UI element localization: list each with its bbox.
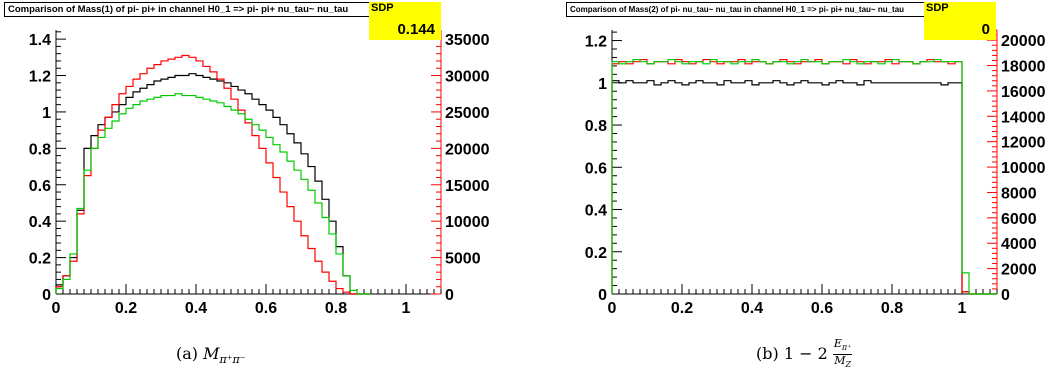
chart-b-series-1-line xyxy=(611,58,997,295)
chart-b-sdp-label: SDP xyxy=(926,2,949,14)
chart-a-caption-sub: π⁺π⁻ xyxy=(219,353,246,367)
chart-a-sdp-label: SDP xyxy=(371,2,394,14)
chart-b-y-tick-label: 0.2 xyxy=(585,245,607,262)
chart-b-caption: (b) 1 − 2 Eπ⁺ MZ xyxy=(756,337,853,371)
chart-b-caption-den: M xyxy=(834,354,846,368)
chart-b-caption-num-sub: π⁺ xyxy=(841,343,852,353)
chart-b-y2-tick-label: 16000 xyxy=(1001,84,1046,101)
chart-b-x-tick-label: 0.4 xyxy=(741,300,763,317)
chart-a-x-tick-label: 0.2 xyxy=(115,300,137,317)
chart-a-x-tick-label: 0.8 xyxy=(325,300,347,317)
chart-a-y2-tick-label: 30000 xyxy=(445,69,490,86)
chart-b-y2-tick-label: 18000 xyxy=(1001,59,1046,76)
chart-b-y-tick-label: 0.4 xyxy=(585,203,607,220)
chart-a-series-1-line xyxy=(55,54,371,295)
chart-a-x-tick-label: 0.4 xyxy=(185,300,207,317)
chart-a-title: Comparison of Mass(1) of pi- pi+ in chan… xyxy=(4,2,371,17)
chart-a-caption-math: M xyxy=(203,344,220,363)
chart-b-caption-den-sub: Z xyxy=(845,360,852,370)
chart-b-sdp-value: 0 xyxy=(981,21,990,38)
chart-b-caption-num: E xyxy=(833,337,842,350)
chart-b-y2-tick-label: 4000 xyxy=(1001,236,1037,253)
chart-b-y2-tick-label: 2000 xyxy=(1001,262,1037,279)
chart-a-y2-tick-label: 15000 xyxy=(445,178,490,195)
chart-a-y-tick-label: 0.2 xyxy=(29,251,51,268)
chart-b-series-0-line xyxy=(611,80,997,295)
chart-b-x-tick-label: 0 xyxy=(608,300,617,317)
chart-b-y2-tick-label: 10000 xyxy=(1001,160,1046,177)
chart-b-y-tick-label: 0.6 xyxy=(585,160,607,177)
chart-b-y-tick-label: 0 xyxy=(598,287,607,304)
chart-b-title: Comparison of Mass(2) of pi- nu_tau~ nu_… xyxy=(566,2,926,17)
chart-a-y-tick-label: 1.4 xyxy=(29,32,51,49)
chart-a-sdp-box: SDP 0.144 xyxy=(369,2,441,40)
chart-a-y2-tick-label: 20000 xyxy=(445,141,490,158)
chart-a-x-tick-label: 1 xyxy=(402,300,411,317)
chart-b-y-tick-label: 1.2 xyxy=(585,34,607,51)
chart-a-series-2-line xyxy=(55,93,371,295)
chart-a-y-tick-label: 0.6 xyxy=(29,178,51,195)
chart-b-x-tick-label: 0.6 xyxy=(811,300,833,317)
chart-b-y-tick-label: 0.8 xyxy=(585,118,607,135)
chart-a-y2-tick-label: 0 xyxy=(445,287,454,304)
chart-a-x-tick-label: 0 xyxy=(52,300,61,317)
chart-b-y2-tick-label: 20000 xyxy=(1001,33,1046,50)
chart-a-y-tick-label: 0 xyxy=(42,287,51,304)
chart-b-y2-tick-label: 8000 xyxy=(1001,185,1037,202)
chart-b-y2-tick-label: 12000 xyxy=(1001,135,1046,152)
chart-a-caption-prefix: (a) xyxy=(176,344,199,363)
chart-b-x-tick-label: 1 xyxy=(958,300,967,317)
chart-a-plot: 0 0.2 0.4 0.6 0.8 1 0 0.2 0.4 0.6 0.8 1 1.2 1.4 0 5000 1… xyxy=(29,30,490,317)
chart-a-series-0-line xyxy=(55,73,371,295)
chart-a-y2-tick-label: 35000 xyxy=(445,32,490,49)
chart-a-x-tick-label: 0.6 xyxy=(255,300,277,317)
chart-b-y2-tick-label: 6000 xyxy=(1001,211,1037,228)
chart-b-caption-math: 1 − 2 xyxy=(783,344,828,364)
chart-a-sdp-value: 0.144 xyxy=(397,21,435,38)
chart-b-caption-prefix: (b) xyxy=(756,344,779,364)
chart-b-y2-tick-label: 14000 xyxy=(1001,109,1046,126)
chart-b-x-tick-label: 0.2 xyxy=(671,300,693,317)
chart-a-y-tick-label: 0.8 xyxy=(29,141,51,158)
chart-b-y-tick-label: 1 xyxy=(598,76,607,93)
chart-a-y2-tick-label: 10000 xyxy=(445,214,490,231)
chart-a-y-tick-label: 1.2 xyxy=(29,69,51,86)
chart-b-y2-tick-label: 0 xyxy=(1001,287,1010,304)
chart-a-caption: (a) Mπ⁺π⁻ xyxy=(176,344,246,366)
chart-a-y2-tick-label: 25000 xyxy=(445,105,490,122)
chart-b-x-tick-label: 0.8 xyxy=(881,300,903,317)
chart-a-y-tick-label: 0.4 xyxy=(29,214,51,231)
chart-b-plot: 0 0.2 0.4 0.6 0.8 1 0 0.2 0.4 0.6 0.8 1 1.2 0 2000 4000… xyxy=(585,29,1046,317)
chart-b-series-2-line xyxy=(611,58,997,295)
chart-a-y-tick-label: 1 xyxy=(42,105,51,122)
chart-a-y2-tick-label: 5000 xyxy=(445,251,481,268)
chart-b-sdp-box: SDP 0 xyxy=(924,2,996,40)
chart-b-caption-fraction: Eπ⁺ MZ xyxy=(832,337,853,371)
